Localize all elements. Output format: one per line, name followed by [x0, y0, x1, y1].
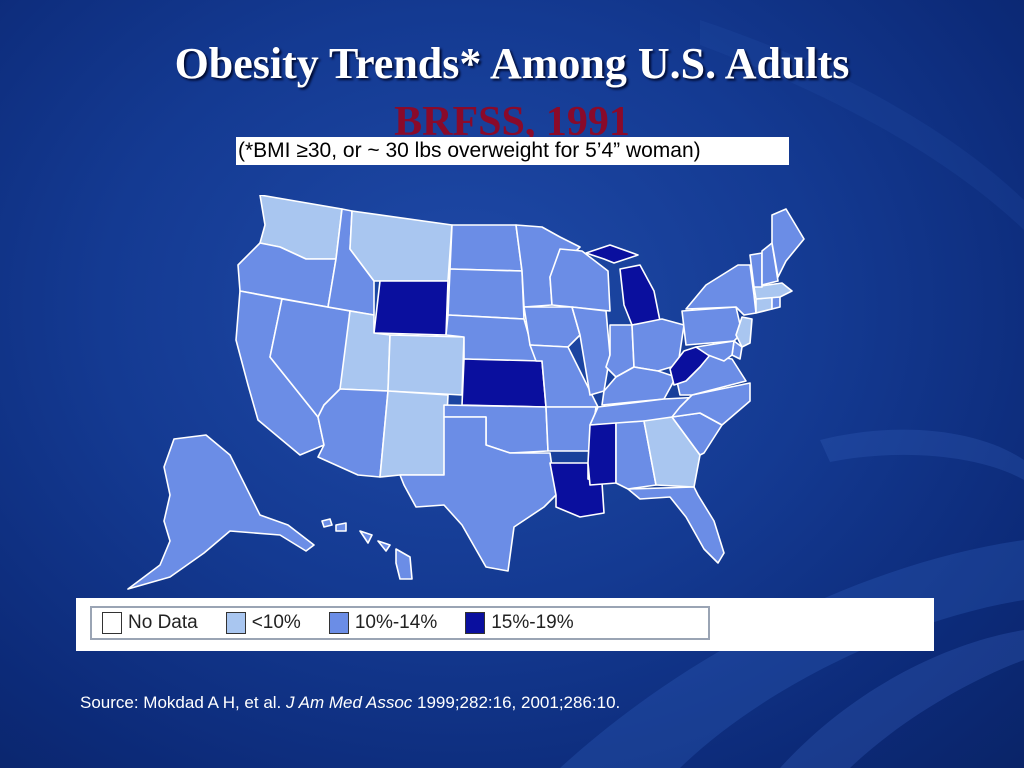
legend-swatch-lt10	[225, 612, 246, 634]
state-MT	[349, 210, 453, 282]
legend-item-no-data: No Data	[102, 612, 198, 634]
state-WV	[669, 346, 711, 386]
state-MS	[587, 422, 617, 486]
state-WY	[373, 280, 449, 336]
state-IA	[523, 306, 581, 348]
state-AK	[127, 434, 315, 590]
legend: No Data <10% 10%-14% 15%-19%	[90, 606, 710, 640]
slide-title: Obesity Trends* Among U.S. Adults	[174, 39, 850, 88]
us-obesity-map	[127, 195, 805, 590]
state-FL	[627, 486, 725, 564]
legend-item-10-14: 10%-14%	[328, 612, 438, 634]
state-HI	[321, 518, 413, 580]
slide-subtitle: BRFSS, 1991	[394, 99, 630, 145]
source-journal: J Am Med Assoc	[286, 693, 413, 712]
noncontiguous-states	[127, 434, 413, 590]
legend-item-lt10: <10%	[225, 612, 301, 634]
source-citation: Source: Mokdad A H, et al. J Am Med Asso…	[80, 690, 720, 715]
state-VT	[749, 252, 763, 288]
source-prefix: Source: Mokdad A H, et al.	[80, 693, 287, 712]
state-AZ	[317, 388, 389, 478]
legend-swatch-10-14	[328, 612, 349, 634]
state-ND	[449, 224, 523, 272]
state-GA	[643, 416, 701, 488]
state-NY	[685, 264, 757, 316]
legend-label: <10%	[251, 612, 301, 633]
state-NH	[761, 242, 779, 286]
state-ME	[771, 208, 805, 278]
state-NC	[671, 382, 751, 426]
state-NM	[379, 390, 449, 478]
state-RI	[771, 296, 781, 310]
source-citation-text: 1999;282:16, 2001;286:10.	[412, 693, 621, 712]
legend-panel: No Data <10% 10%-14% 15%-19%	[76, 598, 934, 651]
state-TX	[399, 416, 557, 572]
state-AL	[615, 420, 657, 490]
legend-swatch-15-19	[465, 612, 486, 634]
legend-label: 15%-19%	[491, 612, 574, 633]
legend-label: No Data	[128, 612, 198, 633]
bmi-note: (*BMI ≥30, or ~ 30 lbs overweight for 5’…	[236, 137, 789, 165]
state-MD	[695, 340, 735, 362]
legend-label: 10%-14%	[354, 612, 438, 633]
state-PA	[681, 306, 743, 346]
state-KS	[461, 358, 547, 408]
state-MA	[753, 282, 793, 300]
state-CO	[387, 334, 465, 396]
state-SD	[447, 268, 525, 320]
legend-swatch-no-data	[102, 612, 122, 634]
state-KY	[601, 366, 677, 406]
contiguous-us	[235, 195, 805, 572]
legend-item-15-19: 15%-19%	[465, 612, 574, 634]
state-NJ	[735, 316, 753, 348]
